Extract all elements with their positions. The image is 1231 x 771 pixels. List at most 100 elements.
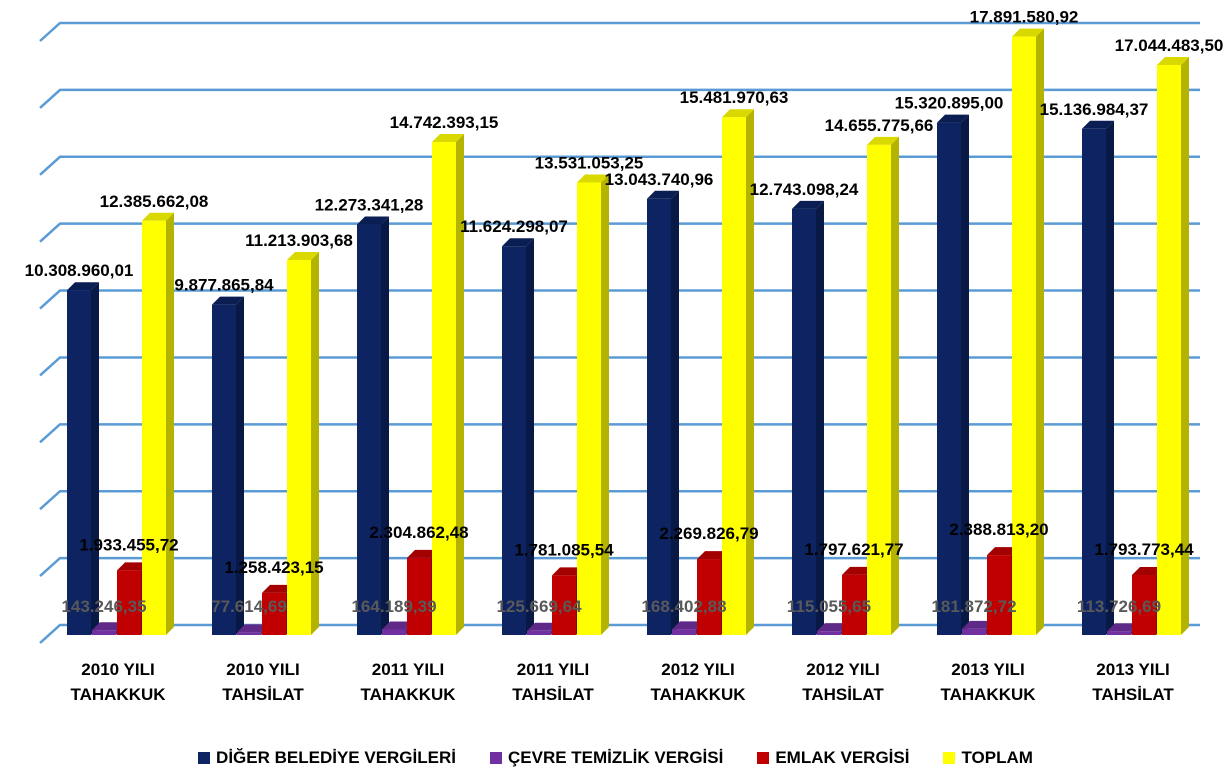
data-label: 143.246,35 xyxy=(61,597,146,616)
bar-top xyxy=(237,624,269,633)
legend-item: ÇEVRE TEMİZLİK VERGİSİ xyxy=(489,748,723,768)
bar-top xyxy=(502,238,534,247)
data-label: 9.877.865,84 xyxy=(174,276,274,295)
bar-top xyxy=(142,212,174,221)
bar xyxy=(987,555,1011,635)
bar-3d xyxy=(287,251,319,635)
bar-side xyxy=(961,114,969,635)
data-label: 12.385.662,08 xyxy=(100,192,209,211)
bar xyxy=(552,575,576,635)
bar-side xyxy=(816,200,824,636)
x-tick-label: 2013 YILI TAHSİLAT xyxy=(1092,660,1174,704)
legend-item: EMLAK VERGİSİ xyxy=(757,748,909,768)
bar xyxy=(382,629,406,635)
legend-label: EMLAK VERGİSİ xyxy=(775,748,910,767)
bar xyxy=(937,122,961,635)
bar-top xyxy=(577,174,609,183)
bar-top xyxy=(1107,623,1139,632)
bar xyxy=(842,574,866,635)
bar-3d xyxy=(647,190,679,635)
bar xyxy=(962,628,986,635)
bar-top xyxy=(697,551,729,560)
x-tick-label: 2010 YILI TAHSİLAT xyxy=(222,660,304,704)
bar-3d xyxy=(792,200,824,636)
legend-swatch xyxy=(757,752,770,764)
bar xyxy=(647,198,671,635)
x-tick-label: 2013 YILI TAHAKKUK xyxy=(940,660,1036,704)
data-label: 1.797.621,77 xyxy=(804,540,903,559)
data-label: 2.304.862,48 xyxy=(369,523,468,542)
bar xyxy=(527,630,551,635)
bar-top xyxy=(117,562,149,571)
bar-side xyxy=(601,174,609,636)
legend-item: TOPLAM xyxy=(943,748,1033,768)
data-label: 77.614,69 xyxy=(211,597,287,616)
bar-side xyxy=(236,296,244,635)
bar-top xyxy=(792,200,824,209)
bar-3d xyxy=(502,238,534,635)
bar-side xyxy=(671,190,679,635)
data-label: 14.655.775,66 xyxy=(825,116,934,135)
bar-top xyxy=(262,584,294,593)
legend: DİĞER BELEDİYE VERGİLERİ ÇEVRE TEMİZLİK V… xyxy=(0,748,1231,768)
data-label: 17.044.483,50 xyxy=(1115,36,1224,55)
bar-3d xyxy=(577,174,609,636)
bar xyxy=(1012,36,1036,635)
data-label: 181.872,72 xyxy=(931,597,1016,616)
x-tick-label: 2012 YILI TAHAKKUK xyxy=(650,660,746,704)
x-tick-label: 2011 YILI TAHAKKUK xyxy=(360,660,456,704)
bar-top xyxy=(867,136,899,145)
x-tick-label: 2010 YILI TAHAKKUK xyxy=(70,660,166,704)
bar-3d xyxy=(67,282,99,635)
bar-top xyxy=(432,133,464,142)
plot: 10.308.960,01 143.246,35 1.933.455,72 12.38… xyxy=(25,8,1224,644)
data-label: 13.043.740,96 xyxy=(605,170,714,189)
bar-top xyxy=(962,620,994,629)
bar xyxy=(1107,631,1131,635)
bar-3d xyxy=(432,133,464,635)
bar-3d xyxy=(722,109,754,635)
data-label: 13.531.053,25 xyxy=(535,153,644,172)
bar xyxy=(262,592,286,635)
bar xyxy=(722,117,746,635)
bar xyxy=(67,290,91,635)
data-label: 1.781.085,54 xyxy=(514,540,614,559)
bar xyxy=(672,629,696,635)
bar-side xyxy=(526,238,534,635)
bar xyxy=(237,632,261,635)
x-tick-label: 2012 YILI TAHSİLAT xyxy=(802,660,884,704)
bar xyxy=(697,559,721,635)
bar xyxy=(357,224,381,636)
bar-top xyxy=(382,621,414,630)
bar-side xyxy=(891,136,899,636)
bar-top xyxy=(1157,56,1189,65)
grid-line xyxy=(39,155,1200,176)
data-label: 125.669,64 xyxy=(496,597,582,616)
bar xyxy=(792,208,816,636)
bar xyxy=(212,304,236,635)
bar xyxy=(92,630,116,635)
data-label: 1.933.455,72 xyxy=(79,535,178,554)
data-label: 168.402,88 xyxy=(641,597,726,616)
data-label: 11.213.903,68 xyxy=(245,231,353,250)
bar xyxy=(577,182,601,636)
bar-side xyxy=(746,109,754,635)
data-label: 164.189,39 xyxy=(351,597,436,616)
bar-top xyxy=(672,621,704,630)
bar xyxy=(1082,128,1106,636)
bar-side xyxy=(91,282,99,635)
bar-top xyxy=(937,114,969,123)
bar xyxy=(117,570,141,635)
bar-side xyxy=(1181,56,1189,635)
bar-3d xyxy=(1157,56,1189,635)
grid-line xyxy=(39,21,1200,42)
bar xyxy=(1132,575,1156,635)
grid-line xyxy=(39,88,1200,109)
data-label: 14.742.393,15 xyxy=(390,113,499,132)
legend-swatch xyxy=(198,752,211,764)
bar xyxy=(867,144,891,636)
legend-label: TOPLAM xyxy=(961,748,1033,767)
bar-top xyxy=(527,622,559,631)
bar-3d xyxy=(1082,120,1114,636)
data-label: 15.320.895,00 xyxy=(895,94,1004,113)
